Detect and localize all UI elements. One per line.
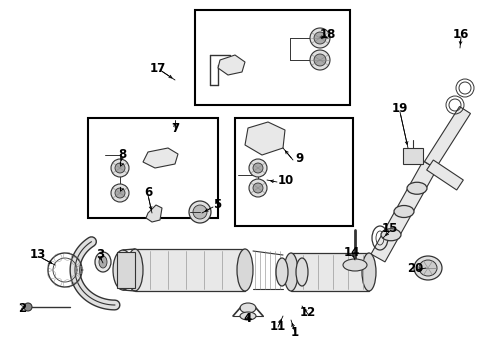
Ellipse shape: [193, 205, 207, 219]
Text: 3: 3: [96, 248, 104, 261]
Polygon shape: [371, 161, 437, 262]
Ellipse shape: [99, 256, 107, 268]
Text: 7: 7: [171, 122, 179, 135]
Polygon shape: [424, 107, 470, 168]
Text: 10: 10: [278, 175, 294, 188]
Text: 18: 18: [320, 28, 336, 41]
Text: 15: 15: [382, 221, 398, 234]
Bar: [195, 10, 350, 105]
Ellipse shape: [237, 249, 253, 291]
Text: 16: 16: [453, 28, 469, 41]
Ellipse shape: [253, 183, 263, 193]
Circle shape: [24, 303, 32, 311]
Ellipse shape: [296, 258, 308, 286]
Ellipse shape: [113, 250, 133, 290]
Text: 13: 13: [30, 248, 46, 261]
Ellipse shape: [381, 229, 401, 241]
Bar: [117, 252, 135, 288]
Polygon shape: [146, 205, 162, 222]
Bar: [403, 148, 423, 164]
Ellipse shape: [310, 50, 330, 70]
Bar: [235, 118, 353, 226]
Ellipse shape: [407, 182, 427, 194]
Text: 6: 6: [144, 185, 152, 198]
Text: 11: 11: [270, 320, 286, 333]
Ellipse shape: [276, 258, 288, 286]
Ellipse shape: [419, 260, 437, 276]
Ellipse shape: [310, 28, 330, 48]
Text: 9: 9: [295, 152, 303, 165]
Ellipse shape: [240, 312, 256, 320]
Ellipse shape: [394, 206, 414, 217]
Bar: [88, 118, 218, 218]
Ellipse shape: [362, 253, 376, 291]
Text: 4: 4: [244, 311, 252, 324]
Ellipse shape: [115, 163, 125, 173]
Ellipse shape: [284, 253, 298, 291]
Text: 19: 19: [392, 102, 408, 114]
Text: 17: 17: [150, 62, 166, 75]
Polygon shape: [143, 148, 178, 168]
Text: 2: 2: [18, 302, 26, 315]
Text: 5: 5: [213, 198, 221, 211]
Polygon shape: [427, 160, 464, 190]
Ellipse shape: [189, 201, 211, 223]
Text: 20: 20: [407, 261, 423, 274]
Text: 14: 14: [344, 247, 360, 260]
Ellipse shape: [240, 303, 256, 313]
Ellipse shape: [115, 188, 125, 198]
Text: 8: 8: [118, 148, 126, 162]
Ellipse shape: [111, 184, 129, 202]
Polygon shape: [218, 55, 245, 75]
Ellipse shape: [314, 54, 326, 66]
Ellipse shape: [253, 163, 263, 173]
Ellipse shape: [249, 159, 267, 177]
Ellipse shape: [127, 249, 143, 291]
Bar: [135, 249, 245, 291]
Ellipse shape: [249, 179, 267, 197]
Polygon shape: [245, 122, 285, 155]
Ellipse shape: [111, 159, 129, 177]
Text: 12: 12: [300, 306, 316, 320]
Ellipse shape: [343, 259, 367, 271]
Ellipse shape: [95, 252, 111, 272]
Text: 1: 1: [291, 325, 299, 338]
Ellipse shape: [314, 32, 326, 44]
Ellipse shape: [414, 256, 442, 280]
Bar: [291, 253, 369, 291]
